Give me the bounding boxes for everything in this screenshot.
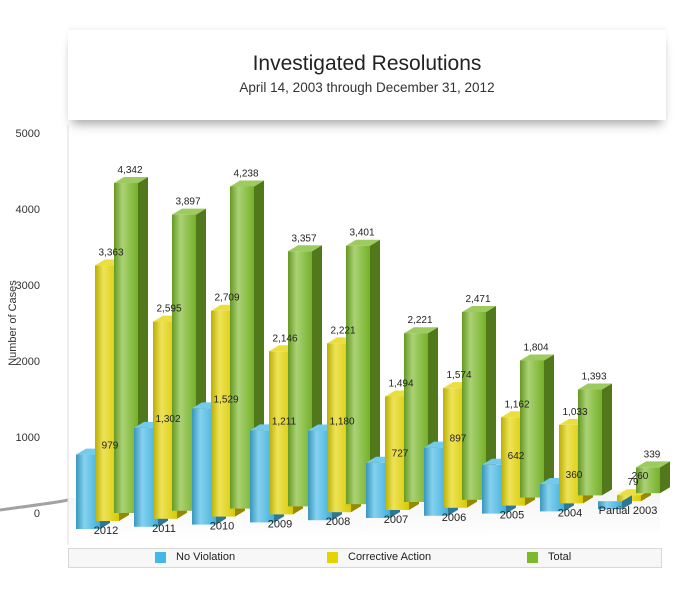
bar-total bbox=[636, 461, 670, 494]
x-tick-label: 2008 bbox=[326, 516, 350, 528]
x-tick-label: 2011 bbox=[152, 523, 176, 535]
x-tick-label: 2009 bbox=[268, 518, 292, 530]
data-label: 2,146 bbox=[272, 333, 297, 344]
x-tick-label: Partial 2003 bbox=[599, 505, 658, 517]
bar-total bbox=[346, 239, 380, 505]
y-tick-label: 3000 bbox=[16, 280, 40, 292]
legend-swatch-total bbox=[527, 551, 538, 563]
x-tick-label: 2006 bbox=[442, 512, 466, 524]
data-label: 1,211 bbox=[272, 416, 297, 427]
legend-item-no-violation: No Violation bbox=[155, 551, 235, 563]
y-tick-label: 1000 bbox=[16, 432, 40, 444]
x-tick-label: 2010 bbox=[210, 521, 234, 533]
legend-label: Total bbox=[548, 551, 572, 563]
bar-total bbox=[578, 383, 612, 496]
x-tick-label: 2012 bbox=[94, 525, 118, 537]
data-label: 339 bbox=[644, 449, 661, 460]
data-label: 260 bbox=[632, 471, 649, 482]
data-label: 3,401 bbox=[349, 228, 374, 239]
data-label: 1,033 bbox=[562, 407, 587, 418]
data-label: 3,357 bbox=[291, 233, 316, 244]
data-label: 1,302 bbox=[155, 414, 180, 425]
data-label: 727 bbox=[392, 449, 409, 460]
data-label: 2,595 bbox=[156, 304, 181, 315]
data-label: 79 bbox=[627, 477, 639, 488]
legend-swatch-no-violation bbox=[155, 551, 166, 563]
chart-legend: No Violation Corrective Action Total bbox=[68, 548, 662, 568]
bar-no-violation bbox=[598, 495, 632, 510]
legend-item-corrective-action: Corrective Action bbox=[327, 551, 431, 563]
legend-label: Corrective Action bbox=[348, 551, 432, 563]
data-label: 1,574 bbox=[446, 370, 471, 381]
data-label: 360 bbox=[566, 470, 583, 481]
data-label: 897 bbox=[450, 434, 467, 445]
data-label: 4,238 bbox=[233, 169, 258, 180]
chart-title: Investigated Resolutions bbox=[252, 52, 482, 75]
data-label: 642 bbox=[508, 451, 525, 462]
data-label: 2,709 bbox=[214, 293, 239, 304]
data-label: 2,471 bbox=[465, 294, 490, 305]
y-tick-label: 5000 bbox=[16, 128, 40, 140]
data-label: 2,221 bbox=[407, 315, 432, 326]
data-label: 1,393 bbox=[581, 372, 606, 383]
data-label: 1,529 bbox=[213, 394, 238, 405]
legend-item-total: Total bbox=[527, 551, 571, 563]
data-label: 1,180 bbox=[329, 417, 354, 428]
y-tick-label: 0 bbox=[34, 508, 40, 520]
legend-swatch-corrective-action bbox=[327, 551, 338, 563]
x-tick-label: 2007 bbox=[384, 514, 408, 526]
x-tick-label: 2004 bbox=[558, 507, 582, 519]
data-label: 4,342 bbox=[117, 165, 142, 176]
y-tick-label: 2000 bbox=[16, 356, 40, 368]
chart-header: Investigated Resolutions April 14, 2003 … bbox=[68, 30, 666, 120]
data-label: 3,897 bbox=[175, 197, 200, 208]
data-label: 1,494 bbox=[388, 378, 413, 389]
y-axis-label: Number of Cases bbox=[7, 280, 19, 366]
chart-subtitle: April 14, 2003 through December 31, 2012 bbox=[239, 80, 495, 95]
data-label: 3,363 bbox=[98, 247, 123, 258]
data-label: 1,804 bbox=[523, 342, 548, 353]
bar-total bbox=[520, 354, 554, 498]
data-label: 1,162 bbox=[504, 399, 529, 410]
x-tick-label: 2005 bbox=[500, 510, 524, 522]
data-label: 979 bbox=[102, 441, 119, 452]
legend-label: No Violation bbox=[176, 551, 236, 563]
data-label: 2,221 bbox=[330, 325, 355, 336]
y-tick-label: 4000 bbox=[16, 204, 40, 216]
